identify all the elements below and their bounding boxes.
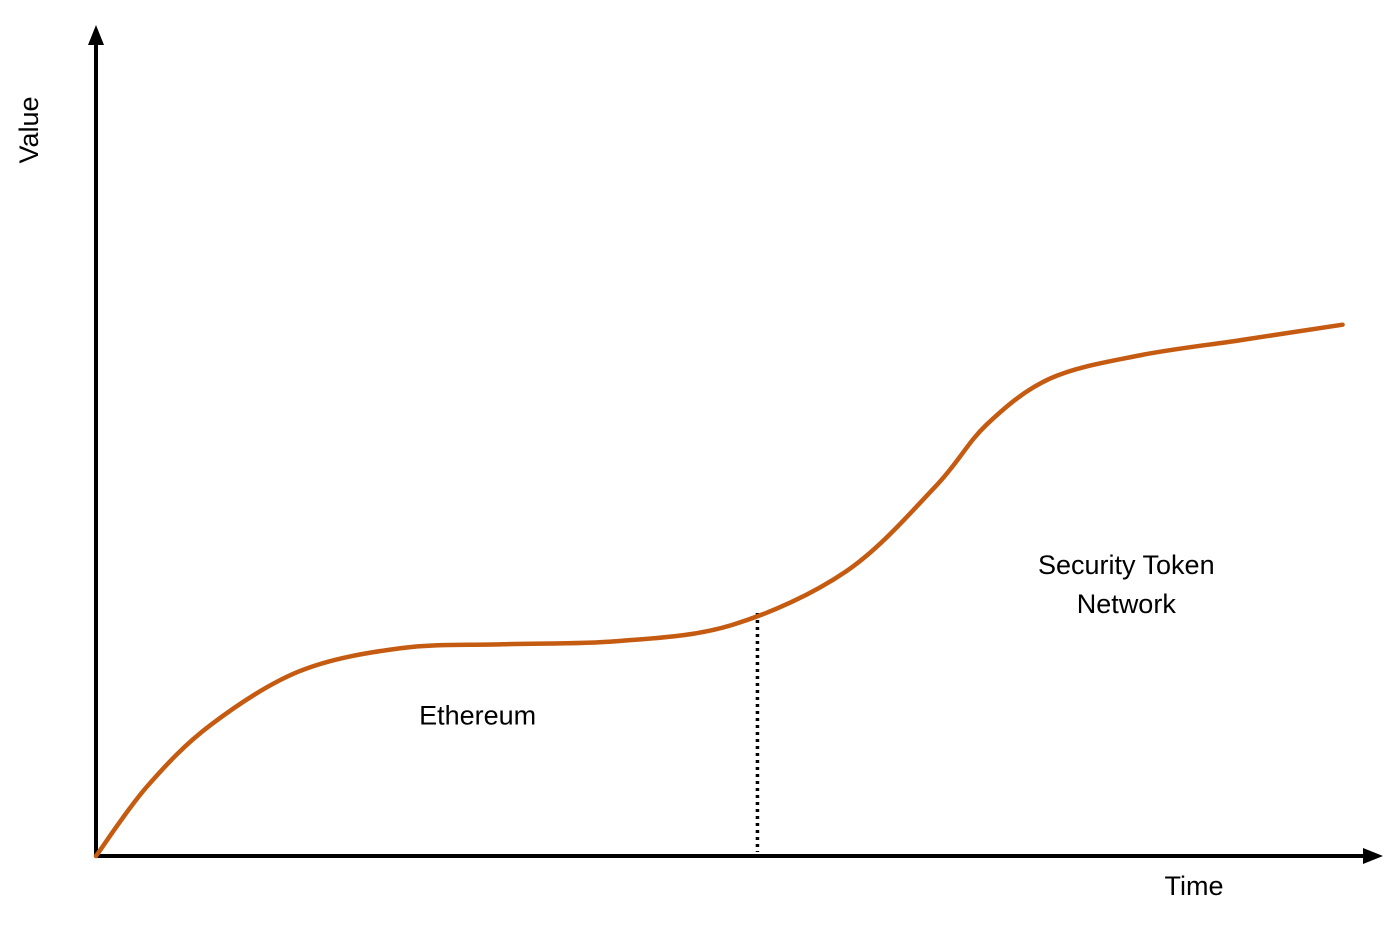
x-axis-label: Time (1165, 871, 1224, 901)
annotations: Ethereum Security Token Network (419, 550, 1215, 730)
y-axis-label: Value (14, 96, 44, 163)
y-axis-arrow (88, 25, 104, 45)
series-layer (93, 322, 1345, 859)
annotation-2-line-2: Network (1077, 589, 1177, 619)
annotation-1: Ethereum (419, 701, 536, 731)
annotation-2-line-1: Security Token (1038, 550, 1215, 580)
annotation-2: Security Token Network (1038, 550, 1215, 619)
annotation-1-line-1: Ethereum (419, 701, 536, 731)
series-line (93, 322, 1345, 859)
axes (88, 25, 1383, 864)
x-axis-arrow (1363, 848, 1383, 864)
